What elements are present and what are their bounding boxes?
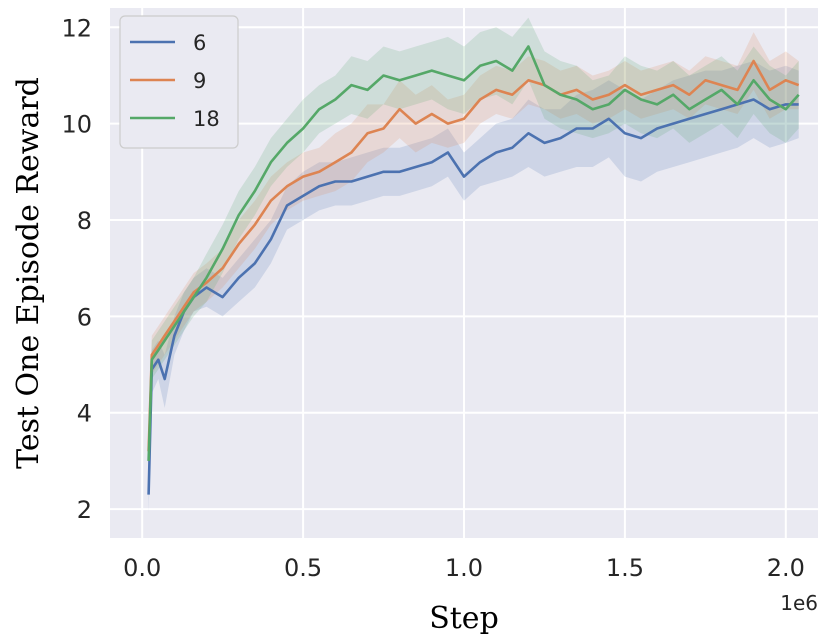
legend-box <box>119 15 239 149</box>
x-axis-title: Step <box>429 601 499 636</box>
legend-label-9: 9 <box>193 69 206 93</box>
series-18-band <box>148 17 799 481</box>
y-tick-label: 2 <box>77 496 92 524</box>
legend-label-6: 6 <box>193 31 206 55</box>
x-tick-labels: 0.0 0.5 1.0 1.5 2.0 <box>123 554 805 582</box>
y-tick-label: 6 <box>77 303 92 331</box>
series-lines <box>147 45 800 495</box>
y-axis-title: Test One Episode Reward <box>11 77 46 469</box>
y-tick-labels: 2 4 6 8 10 12 <box>61 14 92 524</box>
legend: 6 9 18 <box>119 15 239 149</box>
y-tick-label: 12 <box>61 14 92 42</box>
series-6-line <box>147 98 799 495</box>
legend-label-18: 18 <box>193 107 220 131</box>
x-tick-label: 2.0 <box>767 554 805 582</box>
grid <box>110 8 818 538</box>
series-9-band <box>148 32 799 471</box>
x-tick-label: 0.5 <box>284 554 322 582</box>
x-axis-offset-label: 1e6 <box>780 591 818 615</box>
x-tick-label: 1.0 <box>445 554 483 582</box>
x-tick-label: 0.0 <box>123 554 161 582</box>
y-tick-label: 10 <box>61 111 92 139</box>
x-tick-label: 1.5 <box>606 554 644 582</box>
y-tick-label: 4 <box>77 400 92 428</box>
series-18-line <box>147 45 800 461</box>
series-9-line <box>147 59 800 452</box>
y-tick-label: 8 <box>77 207 92 235</box>
